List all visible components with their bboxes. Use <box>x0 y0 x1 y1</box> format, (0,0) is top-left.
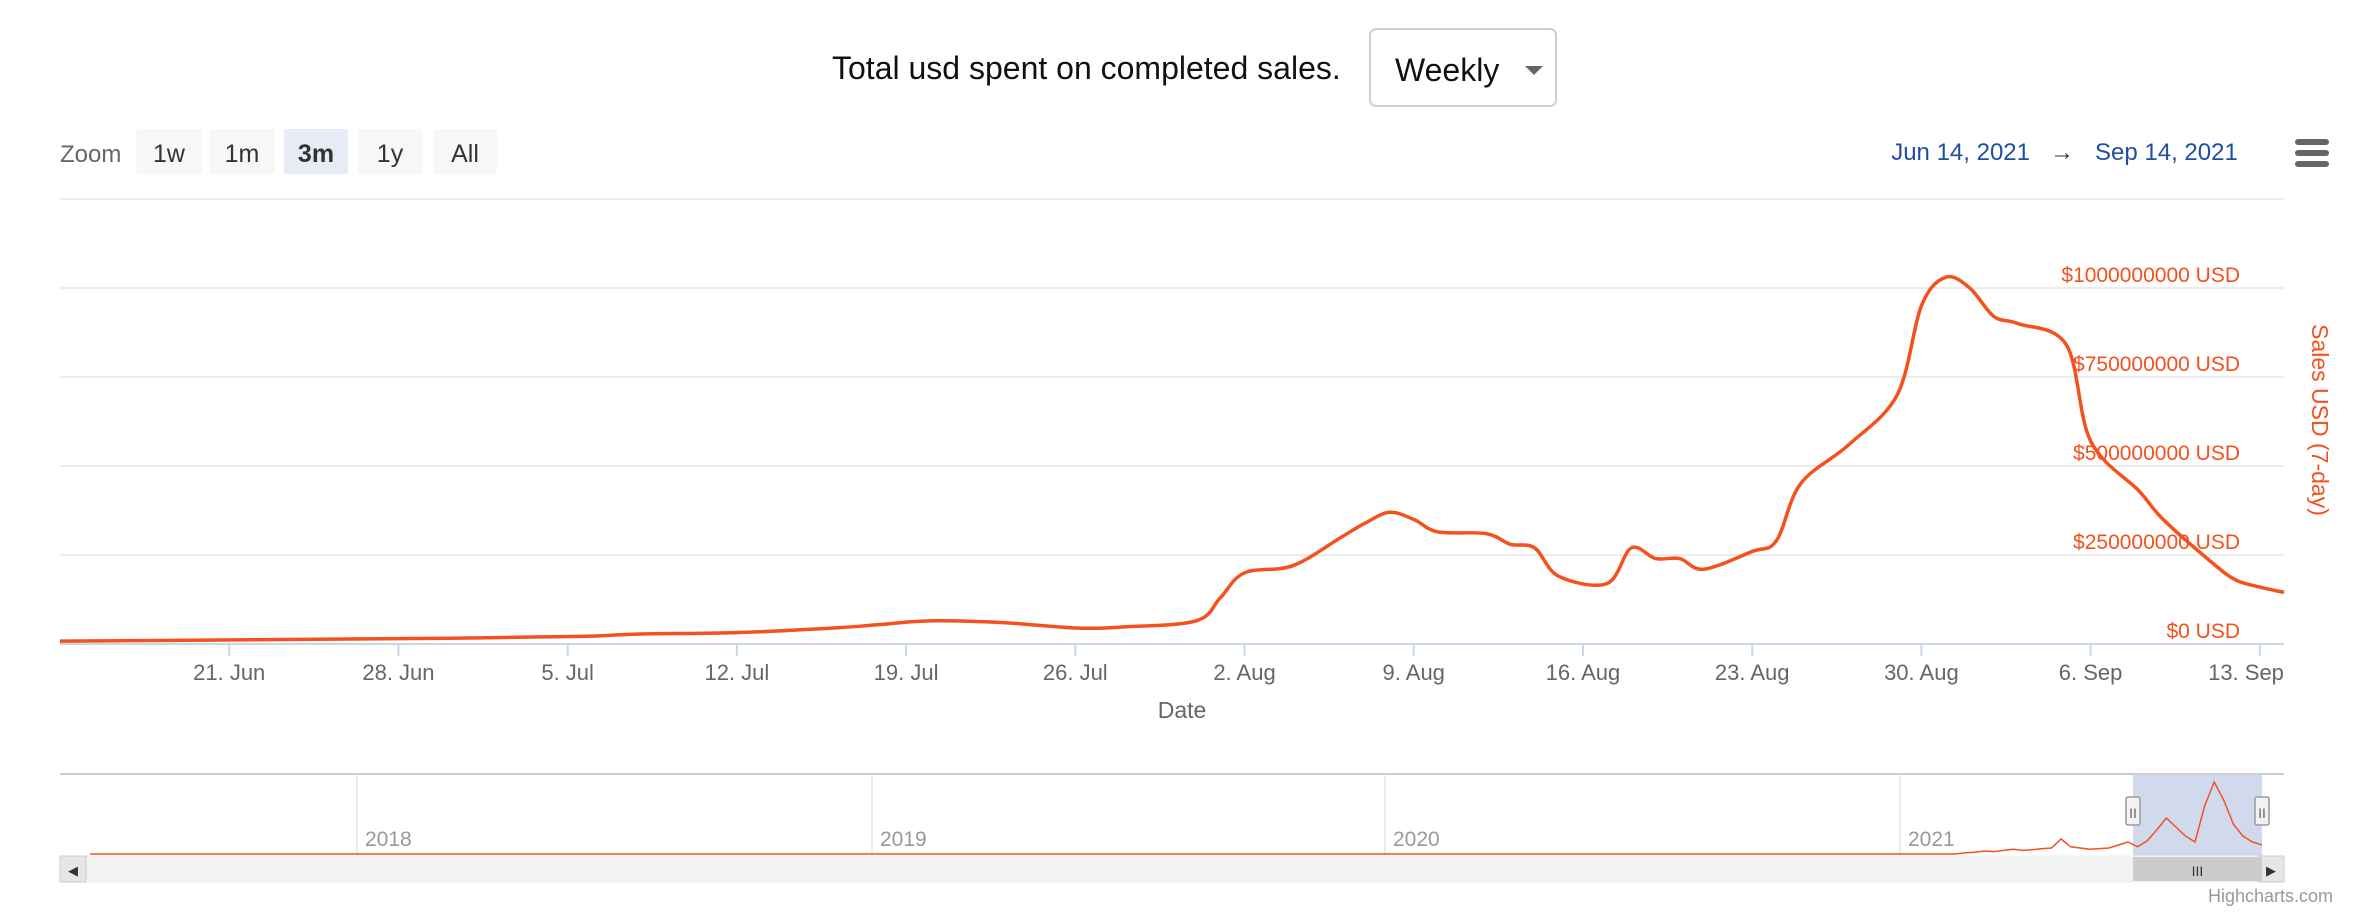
navigator-selected-range[interactable] <box>2133 774 2262 856</box>
chart-header: Total usd spent on completed sales. Week… <box>0 0 2378 120</box>
context-menu-button[interactable] <box>2295 139 2329 167</box>
navigator-handle-grip-icon: II <box>2129 805 2137 821</box>
x-axis-title: Date <box>1158 697 1207 723</box>
x-tick-label: 23. Aug <box>1715 660 1790 685</box>
x-tick-label: 19. Jul <box>874 660 939 685</box>
y-tick-label: $500000000 USD <box>2073 442 2240 465</box>
zoom-button-1w[interactable] <box>136 129 202 174</box>
scrollbar-right-button[interactable] <box>2257 855 2285 883</box>
x-tick-label: 9. Aug <box>1383 660 1445 685</box>
x-tick-label: 6. Sep <box>2059 660 2123 685</box>
navigator-year-label: 2018 <box>365 828 412 851</box>
x-tick-label: 26. Jul <box>1043 660 1108 685</box>
zoom-button-label-1y: 1y <box>377 140 404 168</box>
range-from[interactable]: Jun 14, 2021 <box>1891 139 2030 166</box>
x-tick-label: 2. Aug <box>1213 660 1275 685</box>
navigator-handle-grip-icon: II <box>2258 805 2266 821</box>
zoom-button-label-1w: 1w <box>153 140 186 168</box>
navigator-year-label: 2020 <box>1393 828 1440 851</box>
y-tick-label: $250000000 USD <box>2073 531 2240 554</box>
y-tick-label: $1000000000 USD <box>2061 264 2240 287</box>
scrollbar-left-button[interactable] <box>59 855 87 883</box>
x-tick-label: 16. Aug <box>1546 660 1621 685</box>
zoom-button-All[interactable] <box>433 129 497 174</box>
x-tick-label: 12. Jul <box>704 660 769 685</box>
range-arrow: → <box>2050 139 2074 166</box>
y-tick-label: $750000000 USD <box>2073 353 2240 376</box>
period-select-value: Weekly <box>1395 52 1500 88</box>
x-tick-label: 21. Jun <box>193 660 265 685</box>
y-axis-title: Sales USD (7-day) <box>2307 324 2333 516</box>
zoom-button-label-1m: 1m <box>225 140 260 168</box>
hamburger-icon-bar <box>2295 161 2329 167</box>
navigator-year-label: 2019 <box>880 828 927 851</box>
arrow-left-icon: ◀ <box>68 864 78 879</box>
zoom-button-3m[interactable] <box>284 129 348 174</box>
x-tick-label: 13. Sep <box>2208 660 2284 685</box>
x-tick-label: 28. Jun <box>362 660 434 685</box>
range-to[interactable]: Sep 14, 2021 <box>2095 139 2238 166</box>
zoom-button-label-All: All <box>451 140 479 168</box>
y-tick-label: $0 USD <box>2166 620 2240 643</box>
x-tick-label: 5. Jul <box>541 660 594 685</box>
zoom-button-1m[interactable] <box>209 129 275 174</box>
navigator-series-line <box>90 780 2263 855</box>
arrow-right-icon: ▶ <box>2266 864 2276 879</box>
hamburger-icon-bar <box>2295 150 2329 156</box>
scrollbar-thumb-grip-icon: III <box>2192 863 2204 879</box>
navigator-year-label: 2021 <box>1908 828 1955 851</box>
scrollbar-thumb[interactable] <box>2133 857 2262 881</box>
scrollbar-track[interactable] <box>59 855 2285 883</box>
chart-title: Total usd spent on completed sales. <box>832 50 1341 86</box>
chevron-down-icon <box>1525 66 1543 75</box>
navigator-handle-right[interactable] <box>2254 796 2270 826</box>
period-select[interactable]: Weekly <box>1369 28 1557 107</box>
navigator-handle-left[interactable] <box>2125 796 2141 826</box>
zoom-button-1y[interactable] <box>358 129 422 174</box>
sales-series-line <box>59 274 2285 643</box>
hamburger-icon <box>2295 139 2329 145</box>
x-tick-label: 30. Aug <box>1884 660 1959 685</box>
zoom-label: Zoom <box>60 141 121 168</box>
zoom-button-label-3m: 3m <box>298 140 334 168</box>
credits-link[interactable]: Highcharts.com <box>2208 886 2333 906</box>
